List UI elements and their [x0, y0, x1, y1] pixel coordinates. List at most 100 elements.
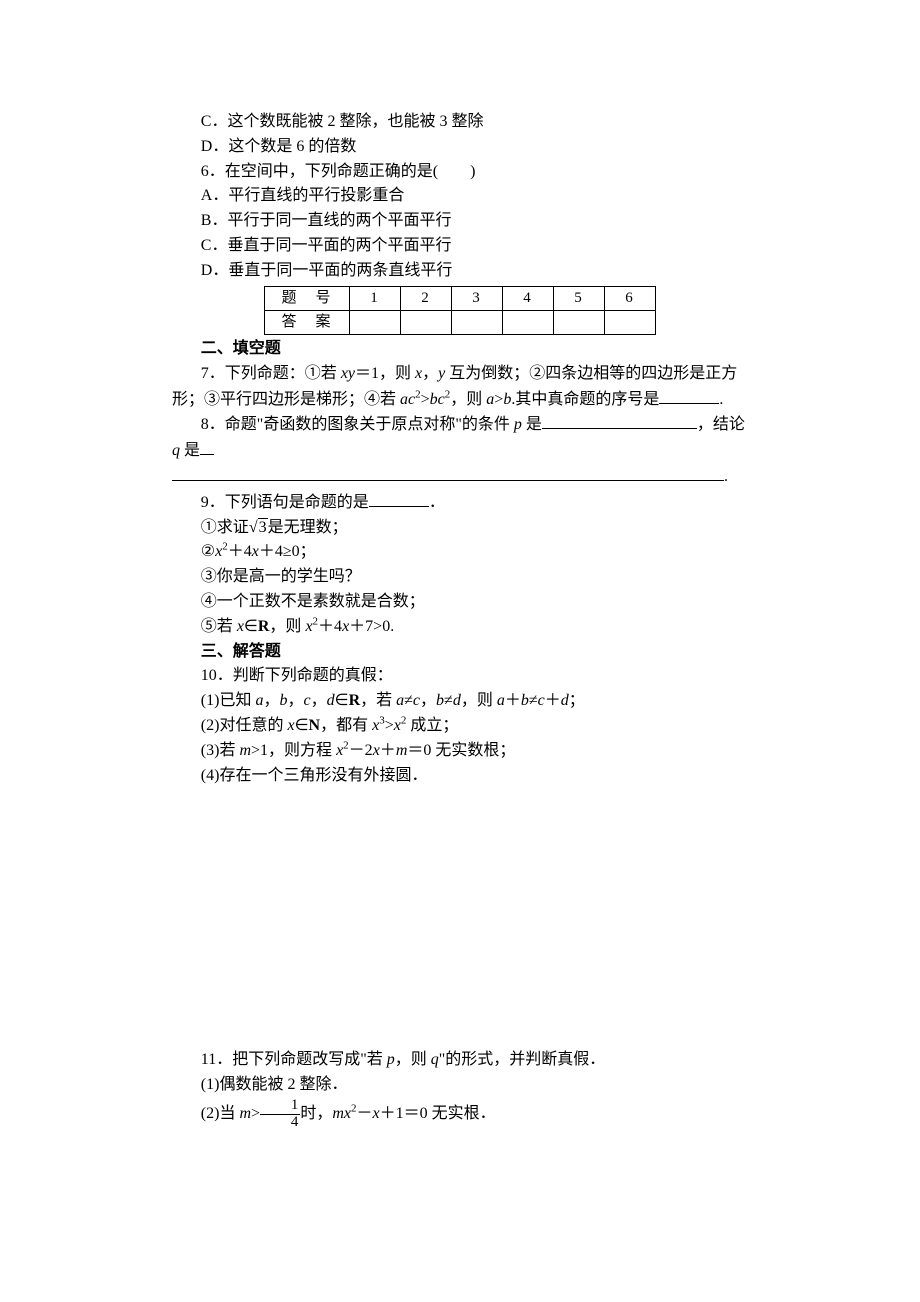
v: c [538, 692, 545, 709]
t: －2 [349, 742, 373, 759]
blank [542, 412, 697, 429]
text: 8．命题"奇函数的图象关于原点对称"的条件 [201, 416, 514, 433]
text: ，则 [269, 618, 305, 635]
q6-opt-a: A．平行直线的平行投影重合 [172, 184, 748, 209]
t: － [357, 1105, 373, 1122]
header-cell: 答 案 [265, 310, 350, 334]
var: q [172, 442, 180, 459]
sqrt: 3 [258, 518, 268, 536]
q11-2: (2)当 m>14时，mx2－x＋1＝0 无实根． [172, 1098, 748, 1131]
q6-opt-b: B．平行于同一直线的两个平面平行 [172, 209, 748, 234]
col-cell: 2 [401, 286, 452, 310]
set: R [349, 692, 361, 709]
t: 11．把下列命题改写成"若 [201, 1051, 387, 1068]
col-cell: 6 [605, 286, 656, 310]
q10-2: (2)对任意的 x∈N，都有 x3>x2 成立； [172, 714, 748, 739]
q5-opt-d: D．这个数是 6 的倍数 [172, 135, 748, 160]
q6-stem: 6．在空间中，下列命题正确的是( ) [172, 160, 748, 185]
q10-1: (1)已知 a，b，c，d∈R，若 a≠c，b≠d，则 a＋b≠c＋d； [172, 689, 748, 714]
text: > [421, 391, 430, 408]
var: bc [430, 391, 445, 408]
section-2-heading: 二、填空题 [172, 337, 748, 362]
q11-stem: 11．把下列命题改写成"若 p，则 q"的形式，并判断真假． [172, 1048, 748, 1073]
v: d [453, 692, 461, 709]
text: ＋7>0. [349, 618, 394, 635]
q5-opt-c: C．这个数既能被 2 整除，也能被 3 整除 [172, 110, 748, 135]
v: x [394, 717, 401, 734]
var: x [305, 618, 312, 635]
t: ∈ [335, 692, 349, 709]
var: ac [400, 391, 415, 408]
v: mx [332, 1105, 351, 1122]
empty-cell [503, 310, 554, 334]
v: q [431, 1051, 439, 1068]
numerator: 1 [260, 1098, 300, 1115]
empty-cell [554, 310, 605, 334]
text: ＋4 [228, 543, 252, 560]
text: ＝1，则 [355, 365, 415, 382]
blank [200, 438, 214, 455]
t: (2)对任意的 [201, 717, 288, 734]
q7-line: 7．下列命题：①若 xy＝1，则 x，y 互为倒数；②四条边相等的四边形是正方形… [172, 362, 748, 413]
t: ＋ [380, 742, 396, 759]
blank [659, 387, 719, 404]
text: 7．下列命题：①若 [201, 365, 341, 382]
v: b [436, 692, 444, 709]
var: xy [341, 365, 355, 382]
q6-opt-c: C．垂直于同一平面的两个平面平行 [172, 234, 748, 259]
q9-4: ④一个正数不是素数就是合数； [172, 590, 748, 615]
q6-opt-d: D．垂直于同一平面的两条直线平行 [172, 259, 748, 284]
v: a [497, 692, 505, 709]
t: ，都有 [320, 717, 372, 734]
blank [172, 464, 724, 481]
t: ＋ [545, 692, 561, 709]
empty-cell [605, 310, 656, 334]
t: ， [263, 692, 279, 709]
answer-table: 题 号 1 2 3 4 5 6 答 案 [264, 286, 656, 336]
v: m [396, 742, 408, 759]
v: x [373, 1105, 380, 1122]
t: ＋1＝0 无实根． [380, 1105, 496, 1122]
var: x [252, 543, 259, 560]
q10-4: (4)存在一个三角形没有外接圆． [172, 764, 748, 789]
col-cell: 1 [350, 286, 401, 310]
text: ∈ [244, 618, 258, 635]
col-cell: 5 [554, 286, 605, 310]
t: (1)已知 [201, 692, 256, 709]
text: ，结论 [697, 416, 745, 433]
text: ， [422, 365, 438, 382]
t: ； [569, 692, 585, 709]
t: 成立； [406, 717, 458, 734]
text: 9．下列语句是命题的是 [201, 494, 369, 511]
fraction: 14 [260, 1098, 300, 1131]
t: ， [420, 692, 436, 709]
t: ≠ [529, 692, 538, 709]
text: 是 [180, 442, 200, 459]
text: ． [429, 494, 445, 511]
var: x [237, 618, 244, 635]
text: ＋4≥0； [259, 543, 316, 560]
text: ①求证 [201, 519, 249, 536]
q8-line1: 8．命题"奇函数的图象关于原点对称"的条件 p 是，结论 q 是 [172, 412, 748, 464]
v: p [387, 1051, 395, 1068]
t: >1，则方程 [251, 742, 336, 759]
v: d [327, 692, 335, 709]
section-3-heading: 三、解答题 [172, 640, 748, 665]
set: N [309, 717, 321, 734]
v: a [396, 692, 404, 709]
empty-cell [350, 310, 401, 334]
table-row: 答 案 [265, 310, 656, 334]
t: ， [311, 692, 327, 709]
empty-cell [401, 310, 452, 334]
v: m [239, 1105, 251, 1122]
blank [369, 490, 429, 507]
header-cell: 题 号 [265, 286, 350, 310]
t: "的形式，并判断真假． [439, 1051, 606, 1068]
t: ∈ [295, 717, 309, 734]
t: ， [287, 692, 303, 709]
text: . [719, 391, 723, 408]
text: ⑤若 [201, 618, 237, 635]
var: p [514, 416, 522, 433]
t: ，则 [461, 692, 497, 709]
col-cell: 4 [503, 286, 554, 310]
